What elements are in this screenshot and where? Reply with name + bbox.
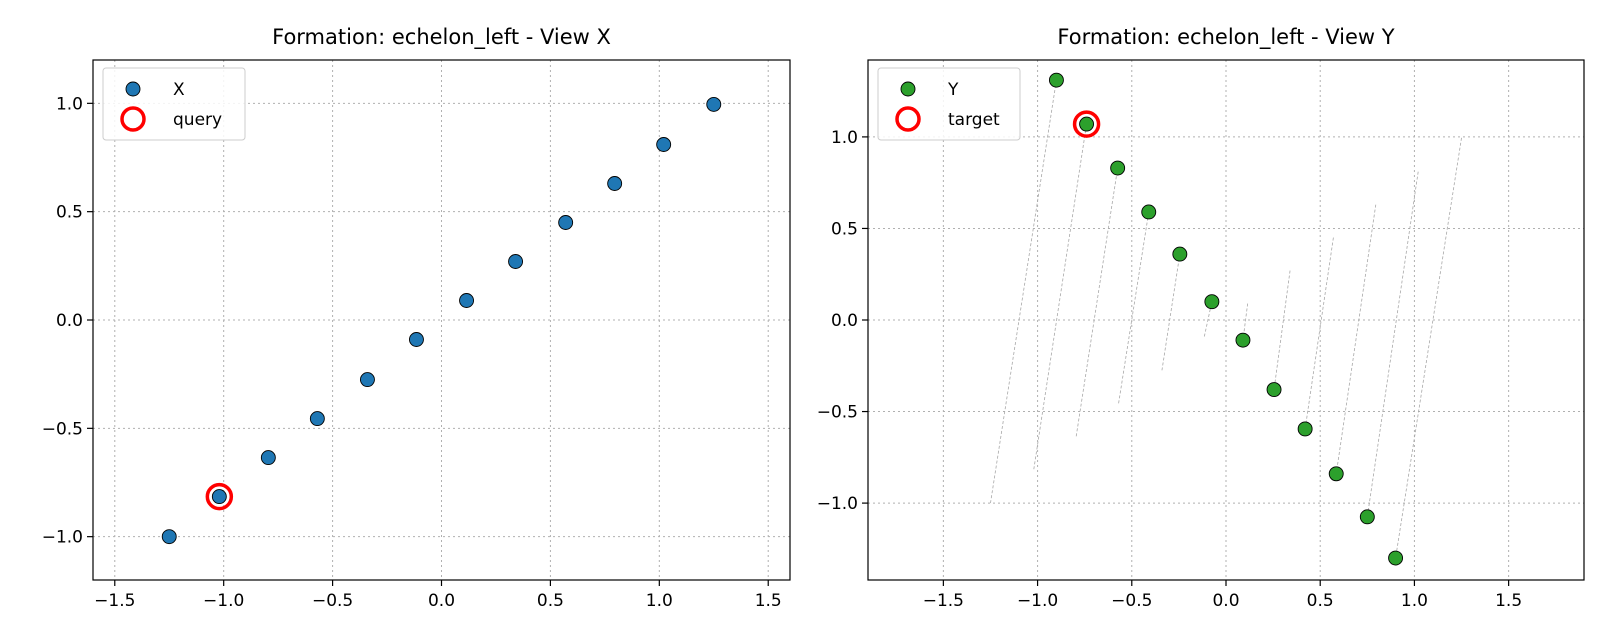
y-tick-label: −1.0	[42, 528, 83, 548]
x-tick-label: 0.5	[1307, 591, 1334, 611]
y-tick-label: 1.0	[831, 128, 858, 148]
x-tick-label: 0.5	[537, 591, 564, 611]
y-tick-label: −1.0	[817, 494, 858, 514]
match-line	[1118, 211, 1150, 404]
data-point	[1079, 116, 1095, 132]
data-point	[607, 176, 623, 191]
match-line	[1033, 124, 1087, 470]
chart-title: Formation: echelon_left - View Y	[1057, 25, 1394, 50]
y-tick-label: 0.0	[831, 311, 858, 331]
legend-label-series: Y	[947, 80, 959, 100]
data-point	[656, 137, 672, 152]
y-tick-label: −0.5	[817, 403, 858, 423]
data-point	[508, 254, 524, 269]
legend-marker-series	[125, 81, 141, 97]
x-tick-label: 0.0	[428, 591, 455, 611]
data-point	[161, 529, 177, 545]
data-point	[260, 450, 276, 466]
legend-label-highlight: query	[173, 110, 222, 130]
data-point	[1172, 246, 1188, 262]
data-point	[1359, 509, 1375, 525]
data-point	[409, 332, 424, 347]
data-point	[1048, 72, 1064, 88]
data-point	[1235, 332, 1251, 348]
data-point	[1297, 421, 1313, 437]
data-point	[1388, 550, 1404, 566]
chart-title: Formation: echelon_left - View X	[272, 25, 611, 50]
legend-label-highlight: target	[948, 110, 1000, 130]
match-line	[1273, 270, 1291, 390]
match-line	[1366, 171, 1419, 517]
highlight-ring	[205, 482, 234, 511]
panel-y: −1.5 −1.0 −0.5 0.0 0.5 1.0 1.5 −1.0 −0.5 0.0 0.5 1.…	[817, 25, 1585, 611]
legend-marker-highlight	[895, 106, 921, 132]
data-point	[1328, 466, 1344, 482]
y-tick-label: 0.5	[56, 203, 83, 223]
match-line	[1395, 137, 1462, 559]
y-tick-label: 0.0	[56, 311, 83, 331]
x-tick-label: 0.0	[1212, 591, 1239, 611]
match-line	[1075, 167, 1119, 437]
legend-marker-series	[900, 81, 916, 97]
panel-x: −1.5 −1.0 −0.5 0.0 0.5 1.0 1.5 −1.0 −0.5 0.0 0.5 1.…	[42, 25, 791, 611]
data-point	[459, 293, 474, 308]
match-line	[1161, 254, 1181, 371]
x-tick-label: −1.5	[923, 591, 964, 611]
data-point	[1266, 382, 1282, 398]
x-tick-label: 1.0	[1401, 591, 1428, 611]
x-tick-label: 1.5	[1495, 591, 1522, 611]
legend-label-series: X	[173, 80, 185, 100]
x-tick-label: −1.5	[94, 591, 135, 611]
y-tick-label: −0.5	[42, 419, 83, 439]
data-point	[359, 372, 375, 388]
data-point	[211, 489, 227, 505]
x-tick-label: −1.0	[1017, 591, 1058, 611]
legend-marker-highlight	[120, 106, 146, 132]
data-point	[558, 215, 574, 230]
match-line	[1335, 204, 1377, 474]
data-point	[1204, 294, 1220, 310]
data-point	[1110, 160, 1126, 176]
x-tick-label: 1.5	[755, 591, 782, 611]
match-line	[990, 80, 1057, 504]
x-tick-label: −0.5	[312, 591, 353, 611]
y-tick-label: 1.0	[56, 94, 83, 114]
x-tick-label: 1.0	[646, 591, 673, 611]
x-tick-label: −1.0	[203, 591, 244, 611]
y-tick-label: 0.5	[831, 219, 858, 239]
x-tick-label: −0.5	[1111, 591, 1152, 611]
data-point	[309, 411, 325, 427]
highlight-ring	[1072, 110, 1101, 138]
match-line	[1203, 301, 1213, 337]
data-point	[706, 96, 722, 112]
match-line	[1304, 237, 1334, 430]
data-point	[1141, 204, 1157, 220]
